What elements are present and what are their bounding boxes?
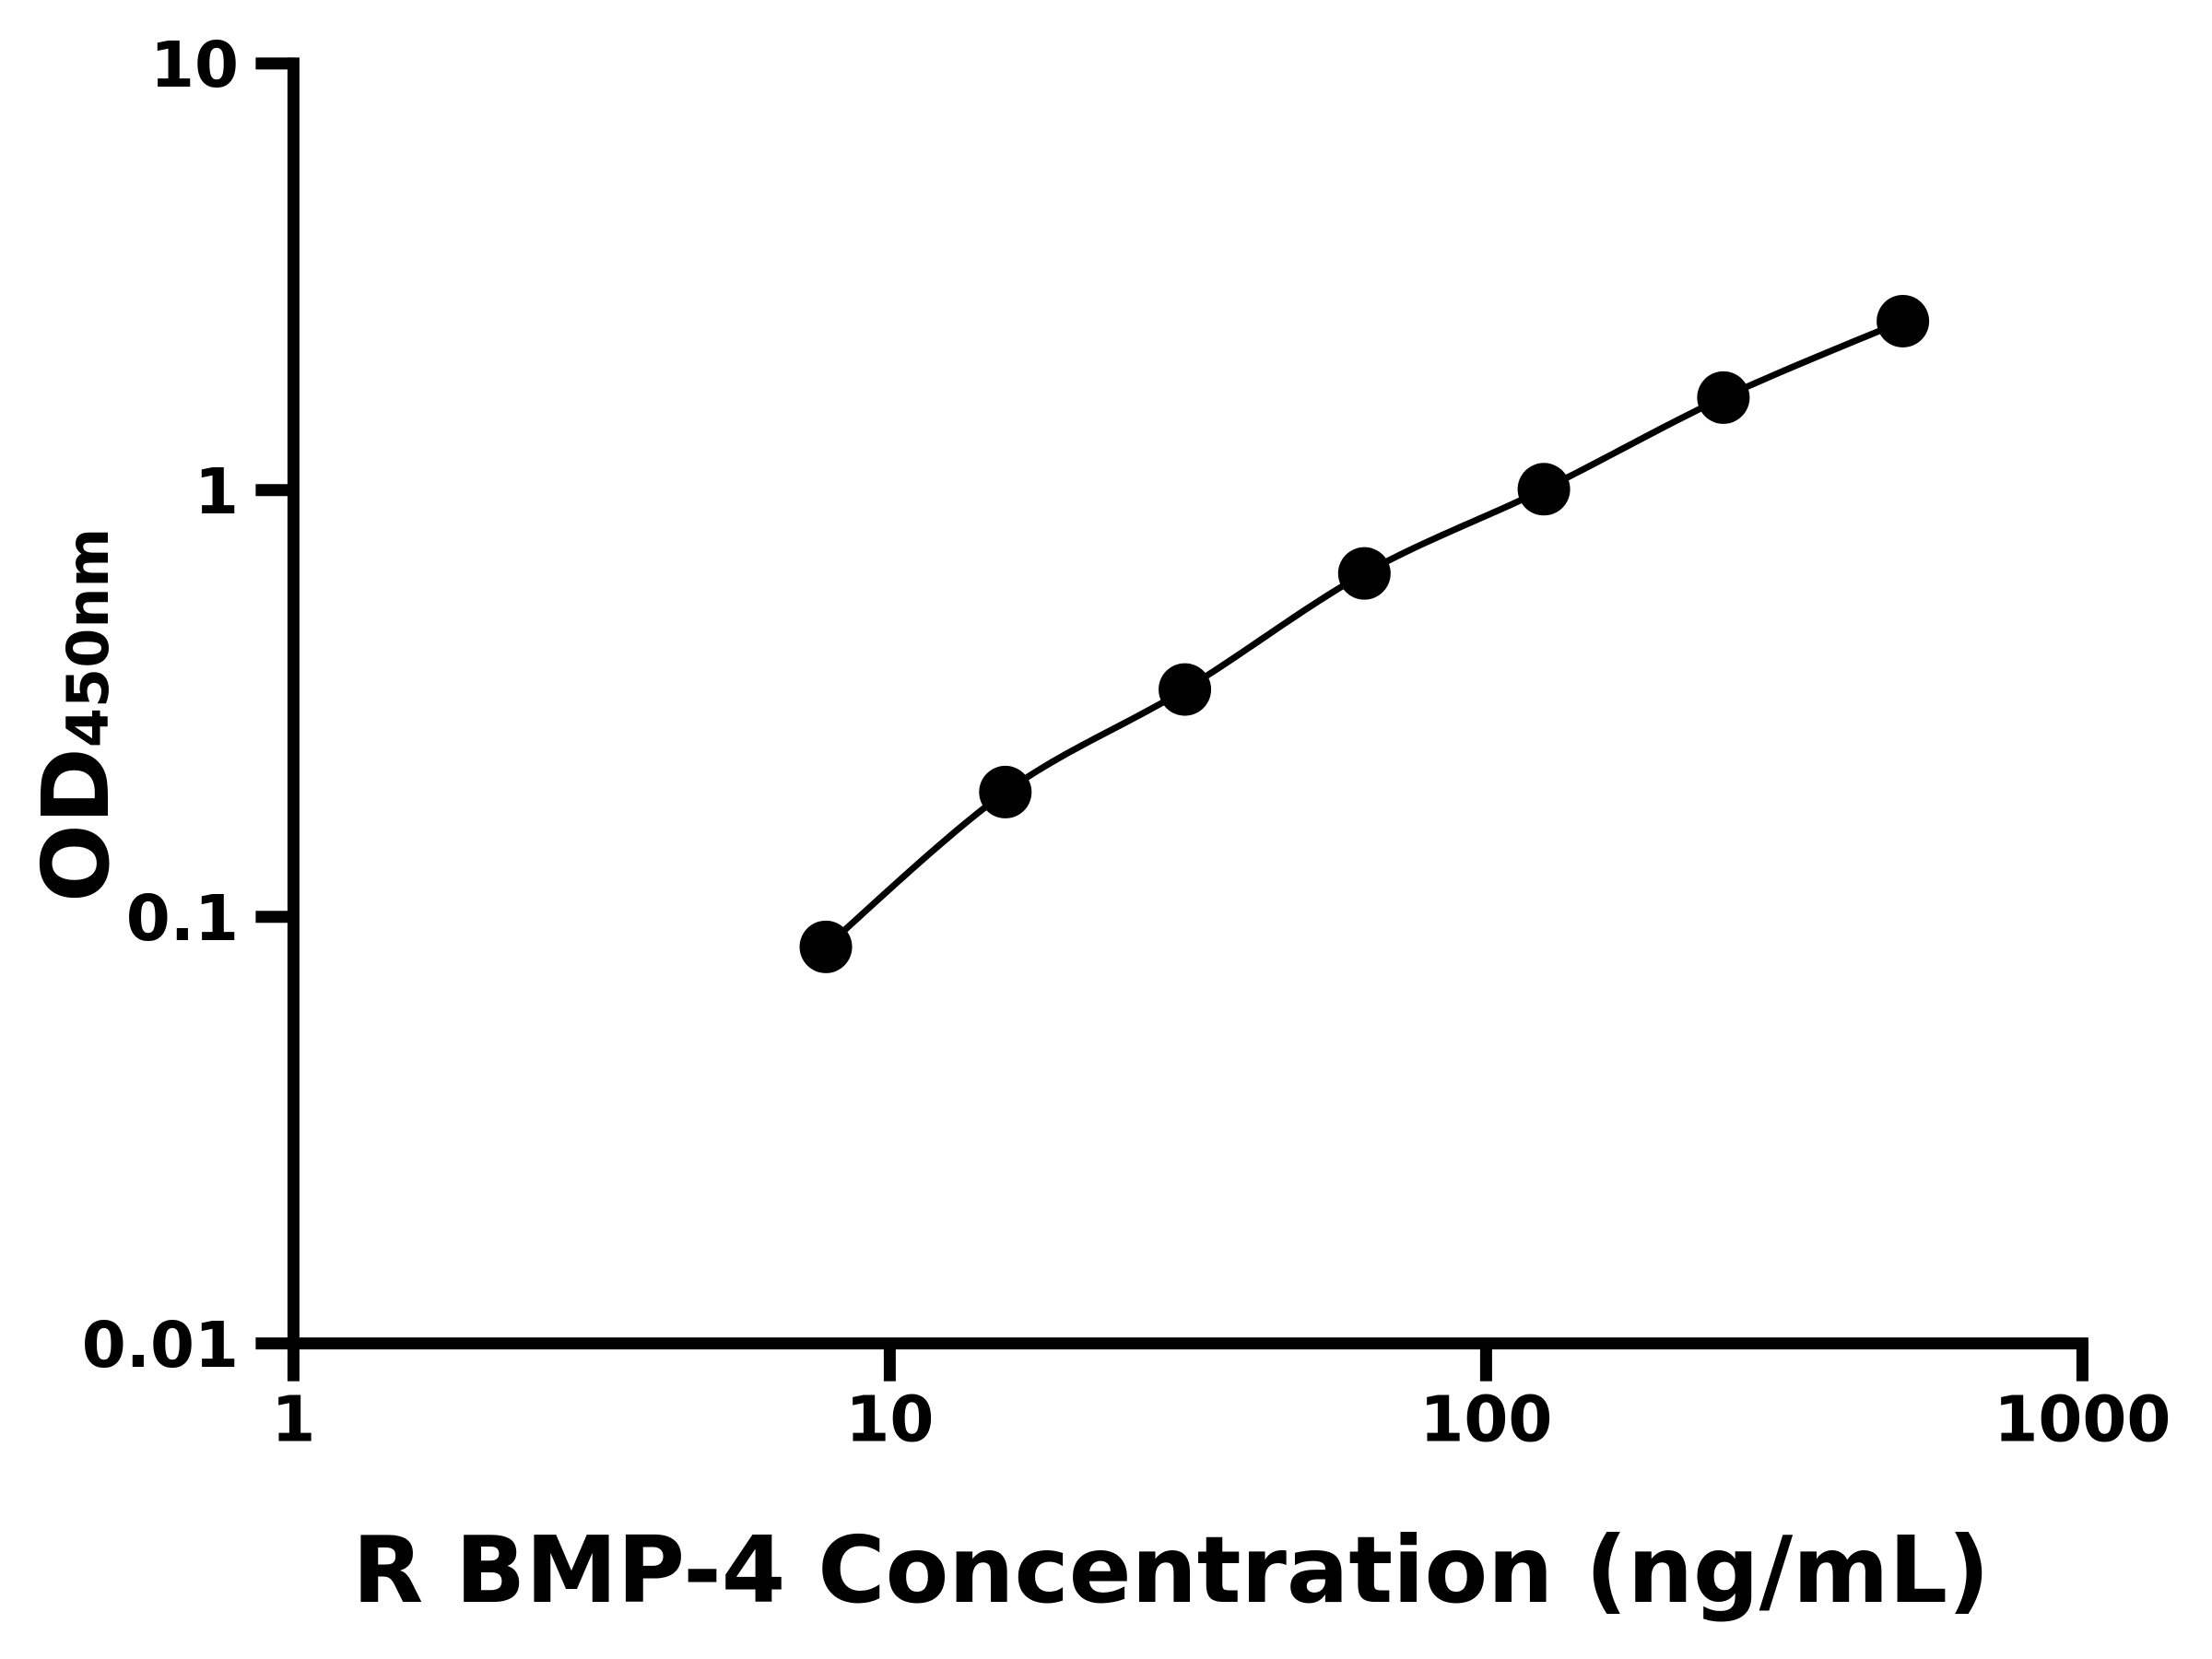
y-tick-label: 0.1 [126, 882, 239, 956]
y-tick-label: 1 [194, 455, 239, 529]
data-point [1877, 294, 1930, 347]
data-point [1159, 663, 1212, 716]
y-axis-label-subscript: 450nm [54, 528, 122, 747]
data-point [1697, 371, 1750, 424]
y-tick-label: 0.01 [82, 1309, 239, 1382]
data-point [1517, 463, 1571, 516]
data-point [979, 765, 1032, 818]
x-tick-label: 10 [845, 1383, 934, 1457]
x-tick-label: 1 [271, 1383, 315, 1457]
y-axis-label: OD450nm [22, 528, 130, 902]
y-axis: 10 1 0.1 0.01 [82, 29, 300, 1382]
x-tick-label: 100 [1419, 1383, 1552, 1457]
data-point-markers [799, 294, 1930, 973]
x-axis: 1 10 100 1000 [271, 1337, 2171, 1457]
y-tick-label: 10 [150, 29, 239, 102]
y-axis-tick-labels: 10 1 0.1 0.01 [82, 29, 239, 1382]
x-axis-tick-labels: 1 10 100 1000 [271, 1383, 2171, 1457]
y-axis-label-main: OD [22, 747, 130, 902]
data-point [799, 920, 853, 973]
data-point [1337, 547, 1391, 600]
x-tick-label: 1000 [1994, 1383, 2171, 1457]
y-axis-ticks [255, 57, 294, 1350]
x-axis-ticks [287, 1343, 2088, 1382]
x-axis-label: R BMP-4 Concentration (ng/mL) [352, 1516, 1990, 1624]
